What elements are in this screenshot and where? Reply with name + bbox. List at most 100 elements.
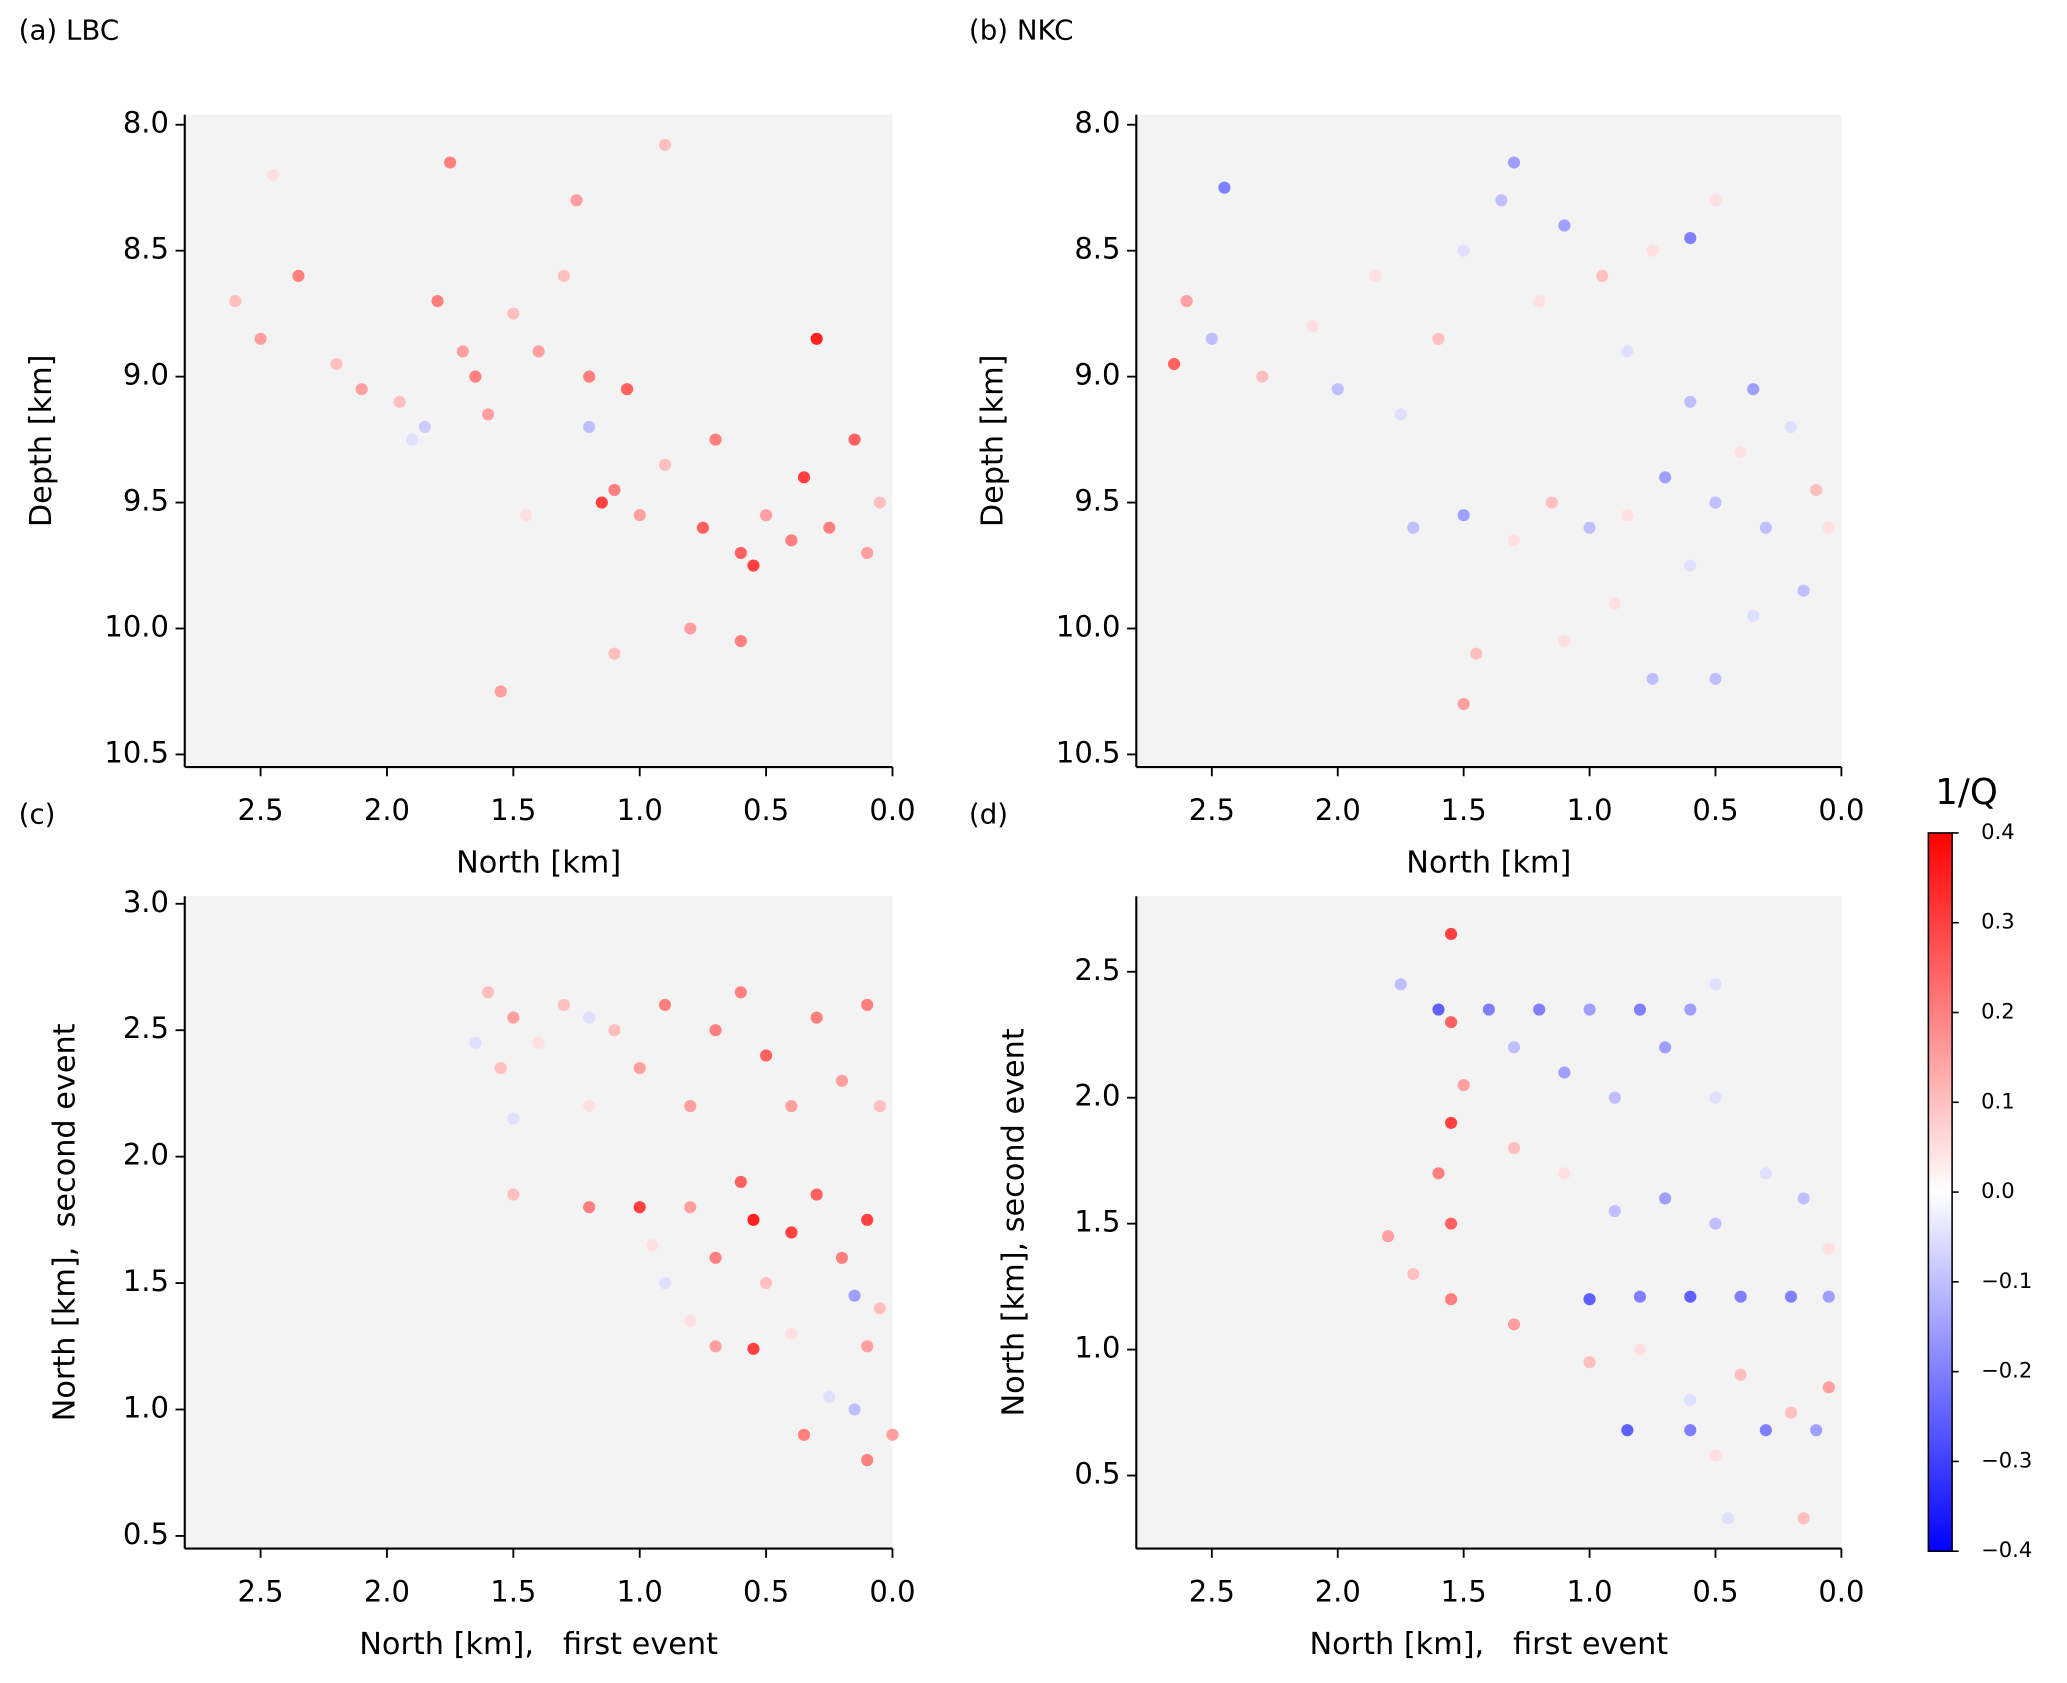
plot-background xyxy=(1136,896,1842,1549)
scatter-point xyxy=(1445,1016,1458,1029)
y-tick-label: 9.5 xyxy=(123,484,169,518)
scatter-point xyxy=(532,345,545,358)
scatter-point xyxy=(621,383,634,396)
scatter-point xyxy=(658,138,672,151)
scatter-point xyxy=(1784,420,1798,434)
y-tick-label: 1.5 xyxy=(123,1264,169,1298)
scatter-point xyxy=(810,1011,823,1024)
scatter-point xyxy=(292,269,305,282)
x-axis-label: North [km] xyxy=(1406,845,1571,880)
scatter-point xyxy=(1407,1267,1420,1281)
scatter-point xyxy=(734,546,747,559)
scatter-point xyxy=(1583,1356,1596,1369)
panel-title: (d) xyxy=(969,798,1008,831)
x-tick-label: 2.0 xyxy=(1315,1574,1361,1608)
x-tick-label: 1.0 xyxy=(617,1574,663,1608)
scatter-point xyxy=(1507,534,1521,547)
scatter-point xyxy=(1709,194,1722,207)
scatter-point xyxy=(873,1302,886,1315)
scatter-point xyxy=(229,294,242,308)
scatter-point xyxy=(1445,1116,1458,1129)
y-tick-label: 1.0 xyxy=(1074,1331,1120,1365)
scatter-point xyxy=(633,1201,646,1214)
scatter-point xyxy=(1684,1424,1697,1437)
scatter-point xyxy=(1621,345,1634,358)
scatter-point xyxy=(583,370,596,383)
scatter-point xyxy=(1734,1368,1747,1381)
scatter-point xyxy=(469,370,482,383)
scatter-point xyxy=(1784,1290,1798,1303)
scatter-point xyxy=(1495,194,1508,207)
scatter-point xyxy=(734,635,747,648)
scatter-point xyxy=(1432,1167,1445,1180)
y-tick-label: 10.0 xyxy=(1056,610,1121,644)
x-tick-label: 1.5 xyxy=(490,793,536,827)
scatter-point xyxy=(507,1011,520,1024)
scatter-point xyxy=(1558,1167,1571,1180)
x-tick-label: 2.5 xyxy=(1189,1574,1235,1608)
scatter-point xyxy=(1445,1293,1458,1306)
x-tick-label: 1.0 xyxy=(617,793,663,827)
scatter-point xyxy=(1659,471,1672,484)
x-tick-label: 0.0 xyxy=(1818,1574,1864,1608)
x-tick-label: 1.0 xyxy=(1567,1574,1613,1608)
scatter-point xyxy=(1621,509,1634,522)
scatter-point xyxy=(583,1100,596,1113)
scatter-point xyxy=(861,1213,874,1226)
y-tick-label: 0.5 xyxy=(1074,1457,1120,1491)
scatter-point xyxy=(406,433,419,446)
scatter-point xyxy=(1583,521,1596,534)
scatter-point xyxy=(1759,521,1772,534)
scatter-point xyxy=(823,521,836,534)
scatter-point xyxy=(658,1277,672,1290)
y-tick-label: 9.0 xyxy=(123,358,169,392)
scatter-point xyxy=(1709,1091,1722,1104)
scatter-point xyxy=(709,1340,722,1353)
scatter-point xyxy=(861,546,874,559)
scatter-point xyxy=(557,998,570,1011)
x-tick-label: 1.5 xyxy=(1441,1574,1487,1608)
scatter-point xyxy=(469,1036,482,1049)
colorbar-tick-label: 0.0 xyxy=(1981,1178,2015,1203)
scatter-point xyxy=(1646,244,1659,257)
scatter-point xyxy=(608,1024,621,1037)
scatter-point xyxy=(1810,483,1823,497)
scatter-point xyxy=(1797,1512,1810,1525)
scatter-point xyxy=(1822,1290,1835,1303)
scatter-point xyxy=(760,1049,773,1062)
scatter-point xyxy=(1583,1003,1596,1016)
scatter-point xyxy=(747,559,760,572)
x-tick-label: 2.5 xyxy=(1189,793,1235,827)
scatter-point xyxy=(1583,1293,1596,1306)
y-tick-label: 2.0 xyxy=(123,1138,169,1172)
scatter-point xyxy=(431,294,444,308)
scatter-point xyxy=(1168,357,1181,371)
scatter-point xyxy=(861,1340,874,1353)
scatter-point xyxy=(1608,1204,1621,1218)
scatter-point xyxy=(760,1277,773,1290)
scatter-point xyxy=(1331,383,1344,396)
scatter-point xyxy=(785,1327,798,1340)
scatter-point xyxy=(785,1100,798,1113)
scatter-point xyxy=(1684,1290,1697,1303)
scatter-point xyxy=(1646,672,1659,685)
scatter-point xyxy=(1633,1003,1646,1016)
scatter-point xyxy=(1382,1230,1395,1243)
y-tick-label: 1.5 xyxy=(1074,1205,1120,1239)
y-tick-label: 10.5 xyxy=(104,735,169,769)
y-tick-label: 1.0 xyxy=(123,1390,169,1424)
scatter-point xyxy=(835,1074,848,1087)
y-tick-label: 8.0 xyxy=(1074,106,1120,140)
scatter-point xyxy=(1822,1381,1835,1394)
scatter-point xyxy=(886,1428,899,1441)
colorbar-label: 1/Q xyxy=(1935,772,1998,813)
scatter-point xyxy=(1558,219,1571,232)
scatter-point xyxy=(393,395,406,408)
scatter-point xyxy=(1822,1242,1835,1255)
scatter-point xyxy=(1205,332,1218,345)
scatter-point xyxy=(684,1201,697,1214)
scatter-point xyxy=(482,986,495,999)
scatter-point xyxy=(1533,1003,1546,1016)
scatter-point xyxy=(1759,1424,1772,1437)
